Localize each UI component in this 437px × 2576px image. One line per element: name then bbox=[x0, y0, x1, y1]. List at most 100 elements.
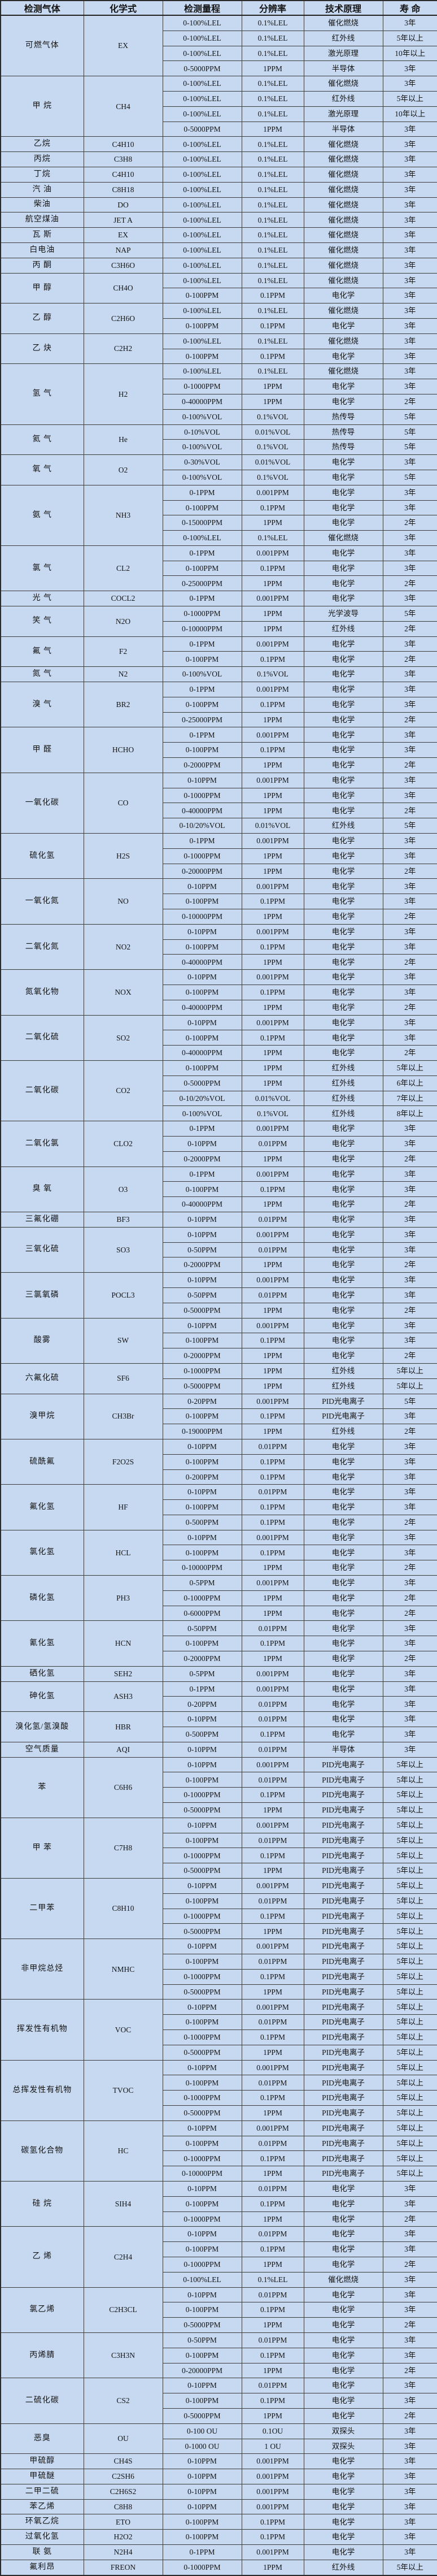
gas-name-cell: 三氧化硫 bbox=[0, 1226, 84, 1273]
resolution-cell: 0.1%LEL bbox=[241, 227, 304, 243]
gas-name-cell: 酸雾 bbox=[0, 1317, 84, 1364]
range-cell: 0-5000PPM bbox=[162, 1923, 242, 1940]
resolution-cell: 0.01PPM bbox=[241, 1711, 304, 1728]
resolution-cell: 0.01PPM bbox=[241, 1484, 304, 1501]
lifespan-cell: 3年 bbox=[382, 1211, 437, 1228]
resolution-cell: 1PPM bbox=[241, 999, 304, 1016]
resolution-cell: 1PPM bbox=[241, 1060, 304, 1076]
table-row: 0-100PPM 0.1PPM 电化学 3年 bbox=[1, 742, 437, 758]
table-row: 0-40000PPM 1PPM 电化学 2年 bbox=[1, 1196, 437, 1212]
lifespan-cell: 3年 bbox=[382, 2226, 437, 2243]
formula-cell: HCN bbox=[83, 1620, 163, 1667]
range-cell: 0-5000PPM bbox=[162, 1802, 242, 1818]
principle-cell: 电化学 bbox=[303, 2211, 383, 2227]
range-cell: 0-100%LEL bbox=[162, 303, 242, 319]
gas-name-cell: 甲 醇 bbox=[0, 272, 84, 304]
range-cell: 0-1PPM bbox=[162, 545, 242, 561]
range-cell: 0-25000PPM bbox=[162, 712, 242, 728]
resolution-cell: 0.001PPM bbox=[241, 2544, 304, 2560]
table-row: 三氯氧磷 POCL3 0-10PPM 0.001PPM 电化学 3年 bbox=[0, 1272, 437, 1319]
formula-cell: CS2 bbox=[83, 2378, 163, 2424]
table-row: 0-100%VOL 0.1%VOL 红外线 8年以上 bbox=[1, 1105, 437, 1122]
table-row: 0-1000PPM 0.1PPM PID光电离子 5年以上 bbox=[1, 1908, 437, 1924]
resolution-cell: 1PPM bbox=[241, 379, 304, 394]
resolution-cell: 0.1PPM bbox=[241, 1333, 304, 1349]
gas-name-cell: 二氧化氯 bbox=[0, 1121, 84, 1167]
resolution-cell: 1PPM bbox=[241, 1302, 304, 1319]
principle-cell: PID光电离子 bbox=[303, 1832, 383, 1849]
table-row: 0-5000PPM 1PPM PID光电离子 5年以上 bbox=[1, 1863, 437, 1879]
resolution-cell: 0.001PPM bbox=[241, 1393, 304, 1410]
resolution-cell: 0.001PPM bbox=[241, 727, 304, 743]
range-cell: 0-5000PPM bbox=[162, 2044, 242, 2061]
range-cell: 0-10PPM bbox=[162, 1272, 242, 1288]
formula-cell: TVOC bbox=[83, 2059, 163, 2121]
range-cell: 0-1000PPM bbox=[162, 1787, 242, 1803]
table-row: 0-100PPM 0.1PPM 电化学 3年 bbox=[1, 2196, 437, 2212]
resolution-cell: 0.001PPM bbox=[241, 1272, 304, 1288]
range-cell: 0-1PPM bbox=[162, 1121, 242, 1137]
table-row: 0-100%LEL 0.1%LEL 激光原理 10年以上 bbox=[1, 45, 437, 62]
resolution-cell: 0.1PPM bbox=[241, 985, 304, 1000]
table-row: 甲 苯 C7H8 0-10PPM 0.001PPM PID光电离子 5年以上 bbox=[0, 1817, 437, 1879]
table-row: 二氧化硫 SO2 0-10PPM 0.001PPM 电化学 3年 bbox=[0, 1014, 437, 1061]
formula-cell: CLO2 bbox=[83, 1121, 163, 1167]
resolution-cell: 0.001PPM bbox=[241, 1878, 304, 1894]
range-cell: 0-100%LEL bbox=[162, 151, 242, 167]
principle-cell: 热传导 bbox=[303, 409, 383, 425]
resolution-cell: 1PPM bbox=[241, 1560, 304, 1576]
formula-cell: HBR bbox=[83, 1711, 163, 1742]
range-cell: 0-1PPM bbox=[162, 1166, 242, 1182]
formula-cell: C6H6 bbox=[83, 1757, 163, 1818]
table-row: 臭 氧 O3 0-1PPM 0.001PPM 电化学 3年 bbox=[0, 1166, 437, 1212]
principle-cell: 电化学 bbox=[303, 1651, 383, 1667]
principle-cell: PID光电离子 bbox=[303, 1757, 383, 1773]
resolution-cell: 0.001PPM bbox=[241, 1938, 304, 1954]
lifespan-cell: 2年 bbox=[382, 393, 437, 410]
principle-cell: 电化学 bbox=[303, 1287, 383, 1303]
table-row: 0-100PPM 0.1PPM 电化学 3年 bbox=[1, 2347, 437, 2363]
resolution-cell: 0.1PPM bbox=[241, 651, 304, 667]
resolution-cell: 0.001PPM bbox=[241, 2120, 304, 2136]
principle-cell: PID光电离子 bbox=[303, 1772, 383, 1788]
range-cell: 0-100%LEL bbox=[162, 333, 242, 349]
lifespan-cell: 3年 bbox=[382, 15, 437, 31]
gas-name-cell: 二氧化氮 bbox=[0, 923, 84, 970]
range-cell: 0-100PPM bbox=[162, 1181, 242, 1198]
formula-cell: PH3 bbox=[83, 1575, 163, 1621]
lifespan-cell: 5年以上 bbox=[382, 1908, 437, 1924]
lifespan-cell: 3年 bbox=[382, 181, 437, 198]
principle-cell: 红外线 bbox=[303, 1363, 383, 1379]
resolution-cell: 1PPM bbox=[241, 2211, 304, 2227]
principle-cell: 电化学 bbox=[303, 1454, 383, 1470]
resolution-cell: 0.1PPM bbox=[241, 939, 304, 955]
resolution-cell: 0.01PPM bbox=[241, 1287, 304, 1303]
resolution-cell: 0.1PPM bbox=[241, 2514, 304, 2530]
resolution-cell: 0.01%VOL bbox=[241, 424, 304, 440]
table-row: 氯乙烯 C2H3CL 0-10PPM 0.01PPM 电化学 3年 bbox=[0, 2287, 437, 2333]
range-cell: 0-1PPM bbox=[162, 591, 242, 607]
lifespan-cell: 3年 bbox=[382, 318, 437, 334]
table-row: 0-100PPM 0.1PPM 电化学 3年 bbox=[1, 560, 437, 576]
formula-cell: C3H8 bbox=[83, 151, 163, 167]
formula-cell: NAP bbox=[83, 242, 163, 258]
gas-name-cell: 磷化氢 bbox=[0, 1575, 84, 1621]
lifespan-cell: 3年 bbox=[382, 288, 437, 304]
range-cell: 0-50PPM bbox=[162, 1287, 242, 1303]
table-row: 0-100PPM 0.1PPM 电化学 3年 bbox=[1, 985, 437, 1000]
table-row: 二硫化碳 CS2 0-10PPM 0.01PPM 电化学 3年 bbox=[0, 2378, 437, 2424]
table-row: 0-20PPM 0.01PPM 电化学 3年 bbox=[1, 1696, 437, 1712]
gas-name-cell: 环氧乙烷 bbox=[0, 2514, 84, 2530]
resolution-cell: 0.1PPM bbox=[241, 500, 304, 516]
principle-cell: 电化学 bbox=[303, 894, 383, 910]
range-cell: 0-10PPM bbox=[162, 772, 242, 788]
resolution-cell: 0.1PPM bbox=[241, 2529, 304, 2545]
resolution-cell: 0.1PPM bbox=[241, 2241, 304, 2257]
table-row: 0-40000PPM 1PPM 电化学 2年 bbox=[1, 999, 437, 1016]
range-cell: 0-10PPM bbox=[162, 1529, 242, 1546]
resolution-cell: 0.1%LEL bbox=[241, 363, 304, 380]
lifespan-cell: 3年 bbox=[382, 2347, 437, 2363]
formula-cell: VOC bbox=[83, 1999, 163, 2061]
principle-cell: 电化学 bbox=[303, 1181, 383, 1198]
lifespan-cell: 3年 bbox=[382, 545, 437, 561]
